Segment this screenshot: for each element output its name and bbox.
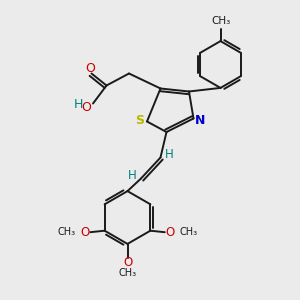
Text: H: H xyxy=(73,98,83,112)
Text: O: O xyxy=(165,226,175,239)
Text: CH₃: CH₃ xyxy=(57,226,75,237)
Text: O: O xyxy=(123,256,132,269)
Text: CH₃: CH₃ xyxy=(211,16,230,26)
Text: H: H xyxy=(128,169,137,182)
Text: N: N xyxy=(195,113,205,127)
Text: S: S xyxy=(135,113,144,127)
Text: O: O xyxy=(80,226,90,239)
Text: CH₃: CH₃ xyxy=(180,226,198,237)
Text: O: O xyxy=(82,100,91,114)
Text: H: H xyxy=(164,148,173,161)
Text: O: O xyxy=(85,61,95,75)
Text: CH₃: CH₃ xyxy=(118,268,136,278)
